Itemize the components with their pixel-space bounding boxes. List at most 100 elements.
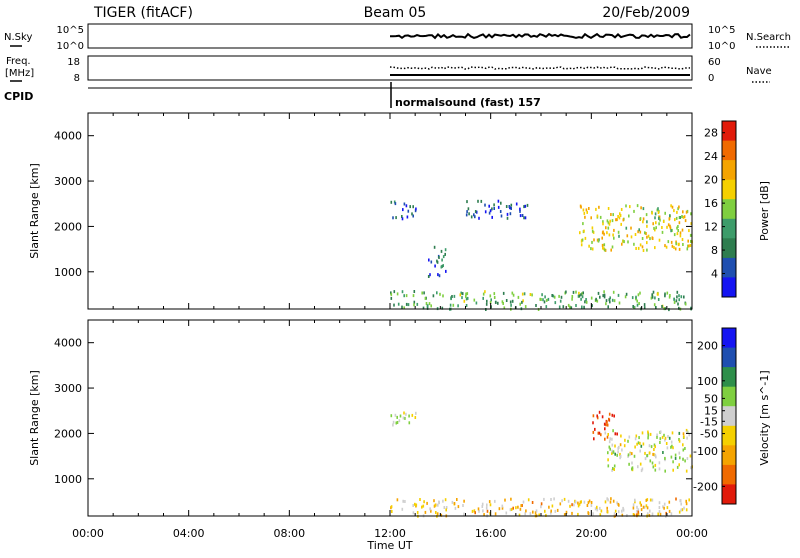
freq-trace-dotted	[389, 66, 691, 70]
data-cell	[621, 242, 623, 246]
data-cell	[629, 452, 631, 456]
data-cell	[601, 236, 603, 240]
y-tick-label: 4000	[54, 337, 82, 350]
data-cell	[638, 436, 640, 440]
data-cell	[394, 202, 397, 206]
data-cell	[457, 505, 460, 509]
data-cell	[599, 295, 601, 299]
data-cell	[661, 226, 663, 229]
data-cell	[591, 240, 593, 244]
velocity-y-label: Slant Range [km]	[28, 370, 41, 466]
data-cell	[610, 248, 612, 252]
data-cell	[609, 437, 611, 441]
data-cell	[657, 298, 660, 301]
data-cell	[618, 301, 621, 305]
data-cell	[468, 212, 470, 216]
data-cell	[606, 423, 609, 427]
data-cell	[491, 207, 493, 211]
data-cell	[553, 497, 555, 501]
data-cell	[609, 296, 611, 300]
data-cell	[404, 416, 406, 420]
data-cell	[481, 505, 484, 508]
nsky-trace	[390, 32, 691, 40]
data-cell	[690, 212, 692, 216]
data-cell	[649, 432, 652, 436]
data-cell	[621, 448, 623, 452]
data-cell	[505, 205, 508, 208]
data-cell	[493, 296, 496, 299]
data-cell	[453, 294, 456, 298]
data-cell	[430, 260, 433, 264]
data-cell	[664, 438, 666, 442]
colorbar-border	[721, 327, 737, 505]
data-cell	[414, 209, 417, 213]
data-cell	[569, 305, 571, 309]
data-cell	[543, 497, 545, 501]
data-cell	[506, 212, 509, 216]
data-cell	[634, 500, 636, 504]
data-cell	[592, 421, 594, 425]
data-cell	[471, 509, 474, 513]
data-cell	[612, 450, 615, 454]
data-cell	[508, 205, 511, 208]
data-cell	[637, 508, 640, 512]
data-cell	[679, 499, 681, 503]
data-cell	[608, 417, 610, 421]
data-cell	[658, 506, 661, 509]
data-cell	[423, 291, 425, 295]
data-cell	[539, 297, 541, 301]
data-cell	[611, 298, 614, 302]
data-cell	[673, 209, 675, 213]
colorbar-tick-label: 24	[704, 150, 718, 163]
data-cell	[526, 203, 529, 207]
data-cell	[684, 447, 686, 450]
data-cell	[611, 245, 614, 249]
colorbar-tick-label: 200	[697, 340, 718, 353]
data-cell	[611, 449, 613, 453]
data-cell	[687, 244, 689, 248]
velocity-panel: 1000 2000 3000 4000 Slant Range [km] 200 100…	[28, 319, 771, 518]
data-cell	[658, 222, 660, 226]
data-cell	[669, 214, 671, 218]
data-cell	[677, 207, 679, 211]
data-cell	[605, 226, 607, 230]
data-cell	[670, 229, 672, 233]
data-cell	[681, 228, 684, 232]
data-cell	[419, 498, 421, 501]
data-cell	[646, 512, 649, 516]
data-cell	[666, 446, 669, 450]
data-cell	[593, 238, 595, 242]
data-cell	[678, 431, 681, 435]
data-cell	[611, 413, 614, 417]
data-cell	[646, 248, 648, 252]
data-cell	[590, 501, 593, 504]
data-cell	[393, 303, 395, 307]
colorbar-segment	[722, 140, 736, 161]
data-cell	[442, 499, 444, 503]
data-cell	[613, 512, 616, 516]
data-cell	[646, 498, 649, 502]
data-cell	[625, 292, 628, 296]
data-cell	[547, 297, 550, 301]
data-cell	[617, 293, 620, 297]
colorbar-segment	[722, 179, 736, 200]
data-cell	[480, 199, 483, 203]
data-cell	[619, 443, 622, 447]
data-cell	[592, 414, 595, 418]
data-cell	[625, 226, 628, 230]
data-cell	[608, 440, 611, 444]
data-cell	[662, 220, 665, 223]
data-cell	[579, 231, 581, 235]
y-tick-label: 2000	[54, 427, 82, 440]
data-cell	[636, 513, 638, 517]
data-cell	[395, 421, 398, 425]
data-cell	[511, 291, 514, 295]
data-cell	[409, 205, 411, 209]
data-cell	[606, 435, 609, 439]
data-cell	[663, 502, 666, 506]
data-cell	[402, 499, 404, 503]
data-cell	[654, 468, 657, 472]
colorbar-tick-label: -200	[693, 480, 718, 493]
data-cell	[445, 506, 448, 509]
data-cell	[606, 420, 608, 424]
